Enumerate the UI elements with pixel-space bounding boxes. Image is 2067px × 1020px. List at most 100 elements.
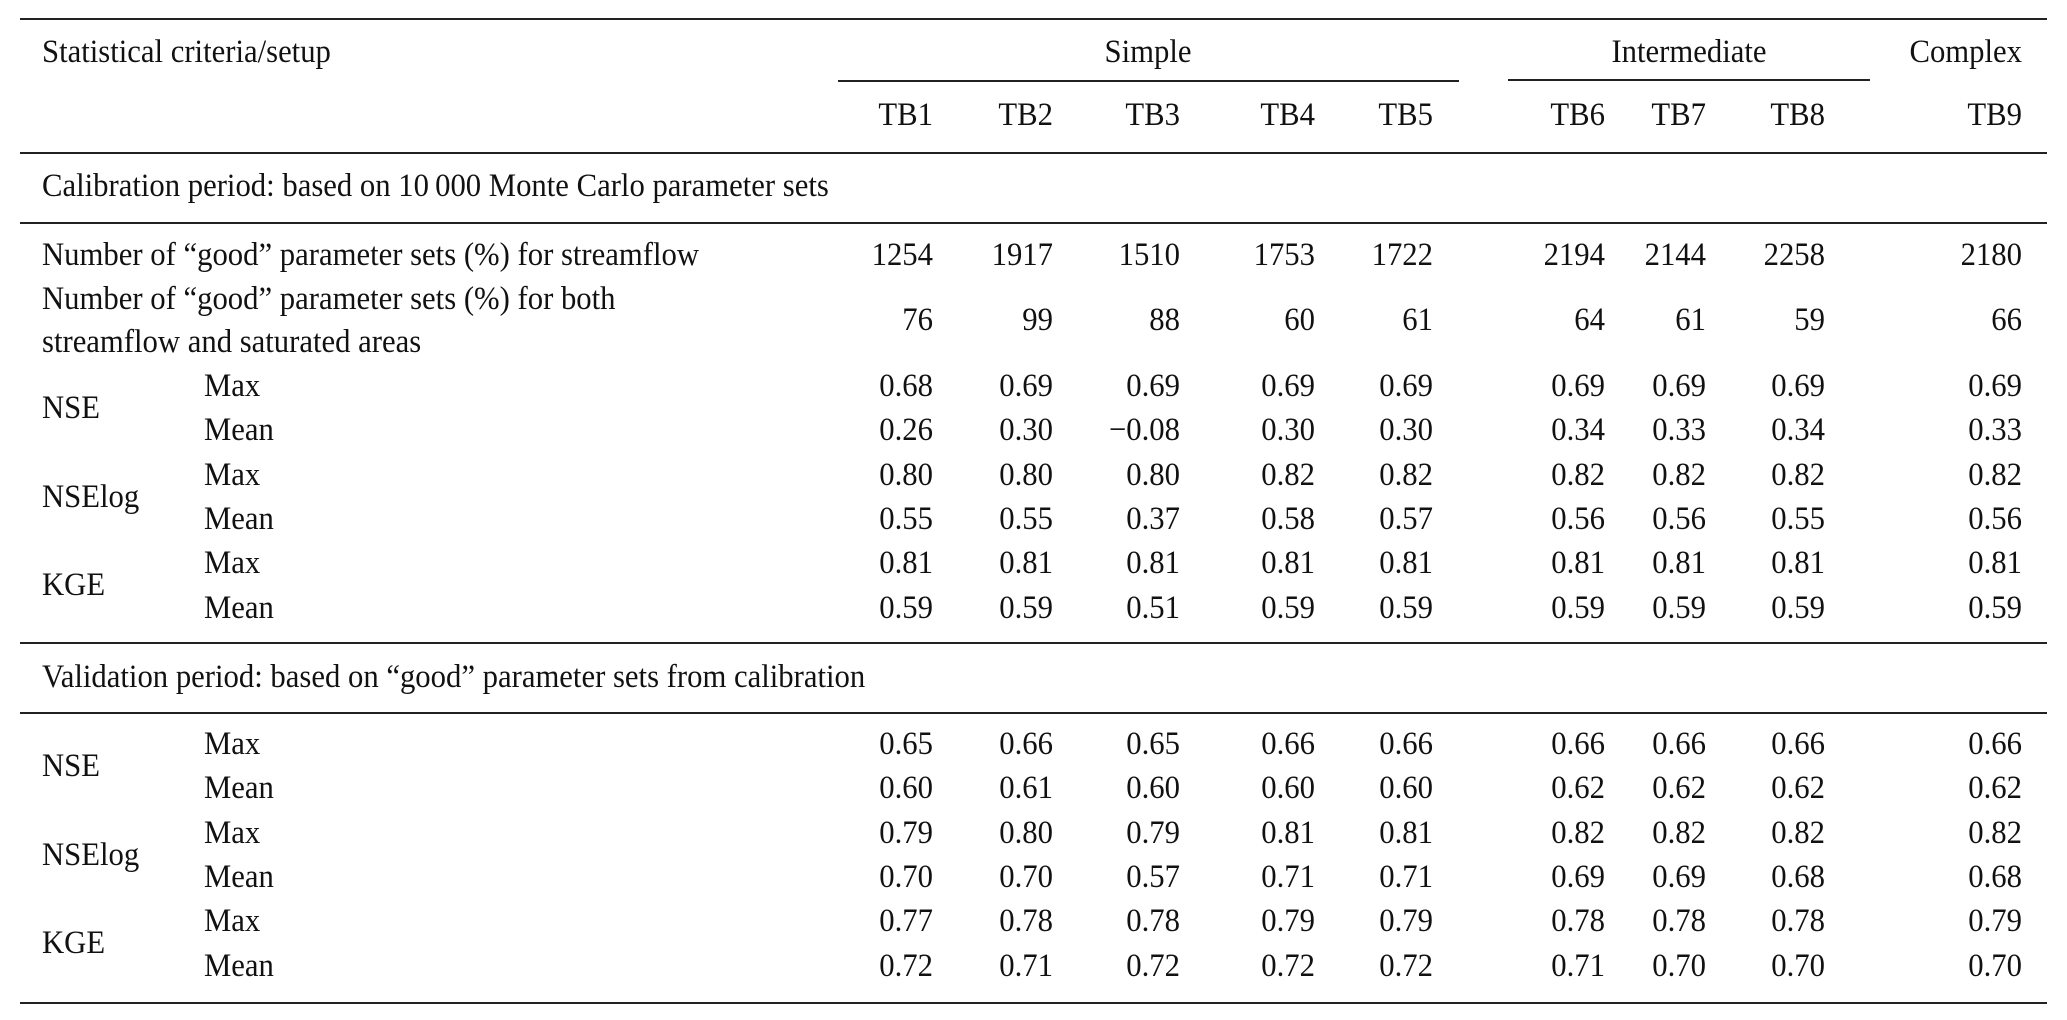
metric-label-nse: NSE: [42, 748, 100, 785]
validation-section-title: Validation period: based on “good” param…: [42, 659, 866, 695]
cell-kge-max: 0.81: [879, 545, 933, 582]
cell-nselog-mean: 0.56: [1968, 500, 2022, 537]
cell-kge-mean: 0.72: [879, 947, 933, 984]
cell-nse-max: 0.66: [1771, 726, 1825, 762]
cell-kge-mean: 0.59: [1652, 589, 1706, 626]
cell-kge-mean: 0.72: [1379, 947, 1433, 984]
group-header-intermediate: Intermediate: [1611, 34, 1767, 70]
cell-kge-mean: 0.59: [879, 589, 933, 626]
metric-label-nselog: NSElog: [42, 836, 140, 873]
stat-label-max: Max: [204, 545, 261, 582]
cell-nselog-max: 0.80: [999, 814, 1053, 851]
cell-good-both: 99: [1022, 302, 1053, 338]
cell-nse-mean: −0.08: [1108, 412, 1180, 449]
cell-nse-max: 0.69: [1968, 368, 2022, 404]
calibration-title-rule: [20, 222, 2047, 224]
cell-kge-mean: 0.59: [1551, 589, 1605, 626]
cell-kge-max: 0.81: [999, 545, 1053, 582]
cell-nse-max: 0.65: [879, 726, 933, 762]
cell-nselog-mean: 0.55: [999, 500, 1053, 537]
stat-label-mean: Mean: [204, 947, 274, 984]
cell-nse-mean: 0.60: [879, 770, 933, 807]
cell-nselog-max: 0.82: [1771, 456, 1825, 493]
row-label-good-both-line2: streamflow and saturated areas: [42, 324, 422, 360]
cell-kge-mean: 0.59: [999, 589, 1053, 626]
cell-kge-mean: 0.72: [1261, 947, 1315, 984]
cell-kge-max: 0.81: [1652, 545, 1706, 582]
cell-nselog-max: 0.79: [879, 814, 933, 851]
simple-group-underline: [838, 80, 1459, 82]
stat-label-max: Max: [204, 814, 261, 851]
cell-nselog-mean: 0.69: [1551, 858, 1605, 895]
cell-nse-mean: 0.33: [1652, 412, 1706, 449]
cell-nselog-mean: 0.70: [879, 858, 933, 895]
cell-good-both: 66: [1991, 302, 2022, 338]
cell-kge-max: 0.77: [879, 903, 933, 940]
cell-good-streamflow: 1510: [1118, 237, 1180, 273]
column-header-tb8: TB8: [1770, 97, 1825, 133]
cell-good-both: 64: [1574, 302, 1605, 338]
column-header-tb7: TB7: [1651, 97, 1706, 133]
cell-kge-mean: 0.51: [1126, 589, 1180, 626]
stat-label-max: Max: [204, 726, 261, 762]
cell-nselog-max: 0.81: [1379, 814, 1433, 851]
cell-good-both: 61: [1402, 302, 1433, 338]
column-header-tb6: TB6: [1550, 97, 1605, 133]
cell-kge-max: 0.79: [1261, 903, 1315, 940]
cell-good-streamflow: 2144: [1644, 237, 1706, 273]
stat-label-mean: Mean: [204, 858, 274, 895]
cell-nselog-mean: 0.71: [1261, 858, 1315, 895]
cell-kge-mean: 0.59: [1379, 589, 1433, 626]
cell-nse-max: 0.65: [1126, 726, 1180, 762]
stat-label-mean: Mean: [204, 412, 274, 449]
cell-nse-mean: 0.61: [999, 770, 1053, 807]
cell-nse-mean: 0.30: [1261, 412, 1315, 449]
stat-label-mean: Mean: [204, 589, 274, 626]
stub-header: Statistical criteria/setup: [42, 34, 331, 70]
cell-nse-max: 0.66: [1652, 726, 1706, 762]
cell-kge-mean: 0.71: [1551, 947, 1605, 984]
cell-nse-mean: 0.30: [1379, 412, 1433, 449]
cell-nse-mean: 0.62: [1968, 770, 2022, 807]
cell-nselog-max: 0.79: [1126, 814, 1180, 851]
validation-top-rule: [20, 642, 2047, 644]
cell-nselog-max: 0.82: [1379, 456, 1433, 493]
cell-kge-max: 0.78: [1551, 903, 1605, 940]
cell-good-streamflow: 1722: [1371, 237, 1433, 273]
cell-nselog-max: 0.82: [1652, 456, 1706, 493]
cell-nselog-mean: 0.56: [1652, 500, 1706, 537]
cell-nse-max: 0.69: [1379, 368, 1433, 404]
stat-label-mean: Mean: [204, 500, 274, 537]
top-rule: [20, 18, 2047, 20]
cell-nse-max: 0.69: [1261, 368, 1315, 404]
cell-kge-mean: 0.70: [1771, 947, 1825, 984]
cell-nselog-mean: 0.70: [999, 858, 1053, 895]
cell-nselog-max: 0.82: [1771, 814, 1825, 851]
cell-good-streamflow: 2258: [1763, 237, 1825, 273]
cell-nselog-max: 0.82: [1968, 814, 2022, 851]
cell-kge-max: 0.81: [1379, 545, 1433, 582]
cell-good-streamflow: 1917: [991, 237, 1053, 273]
cell-kge-max: 0.81: [1968, 545, 2022, 582]
cell-nselog-mean: 0.55: [1771, 500, 1825, 537]
cell-kge-mean: 0.70: [1968, 947, 2022, 984]
column-header-tb1: TB1: [878, 97, 933, 133]
cell-nse-max: 0.68: [879, 368, 933, 404]
cell-good-both: 60: [1284, 302, 1315, 338]
intermediate-group-underline: [1508, 79, 1870, 81]
cell-nse-mean: 0.33: [1968, 412, 2022, 449]
cell-kge-max: 0.78: [1771, 903, 1825, 940]
cell-kge-max: 0.78: [999, 903, 1053, 940]
cell-nselog-max: 0.81: [1261, 814, 1315, 851]
cell-nse-mean: 0.30: [999, 412, 1053, 449]
cell-kge-mean: 0.70: [1652, 947, 1706, 984]
cell-kge-max: 0.78: [1652, 903, 1706, 940]
cell-nse-max: 0.69: [1652, 368, 1706, 404]
cell-good-both: 88: [1149, 302, 1180, 338]
cell-kge-mean: 0.59: [1771, 589, 1825, 626]
stat-label-max: Max: [204, 456, 261, 493]
cell-nse-max: 0.69: [1551, 368, 1605, 404]
stat-label-max: Max: [204, 368, 261, 404]
cell-nselog-max: 0.80: [999, 456, 1053, 493]
cell-nselog-mean: 0.58: [1261, 500, 1315, 537]
